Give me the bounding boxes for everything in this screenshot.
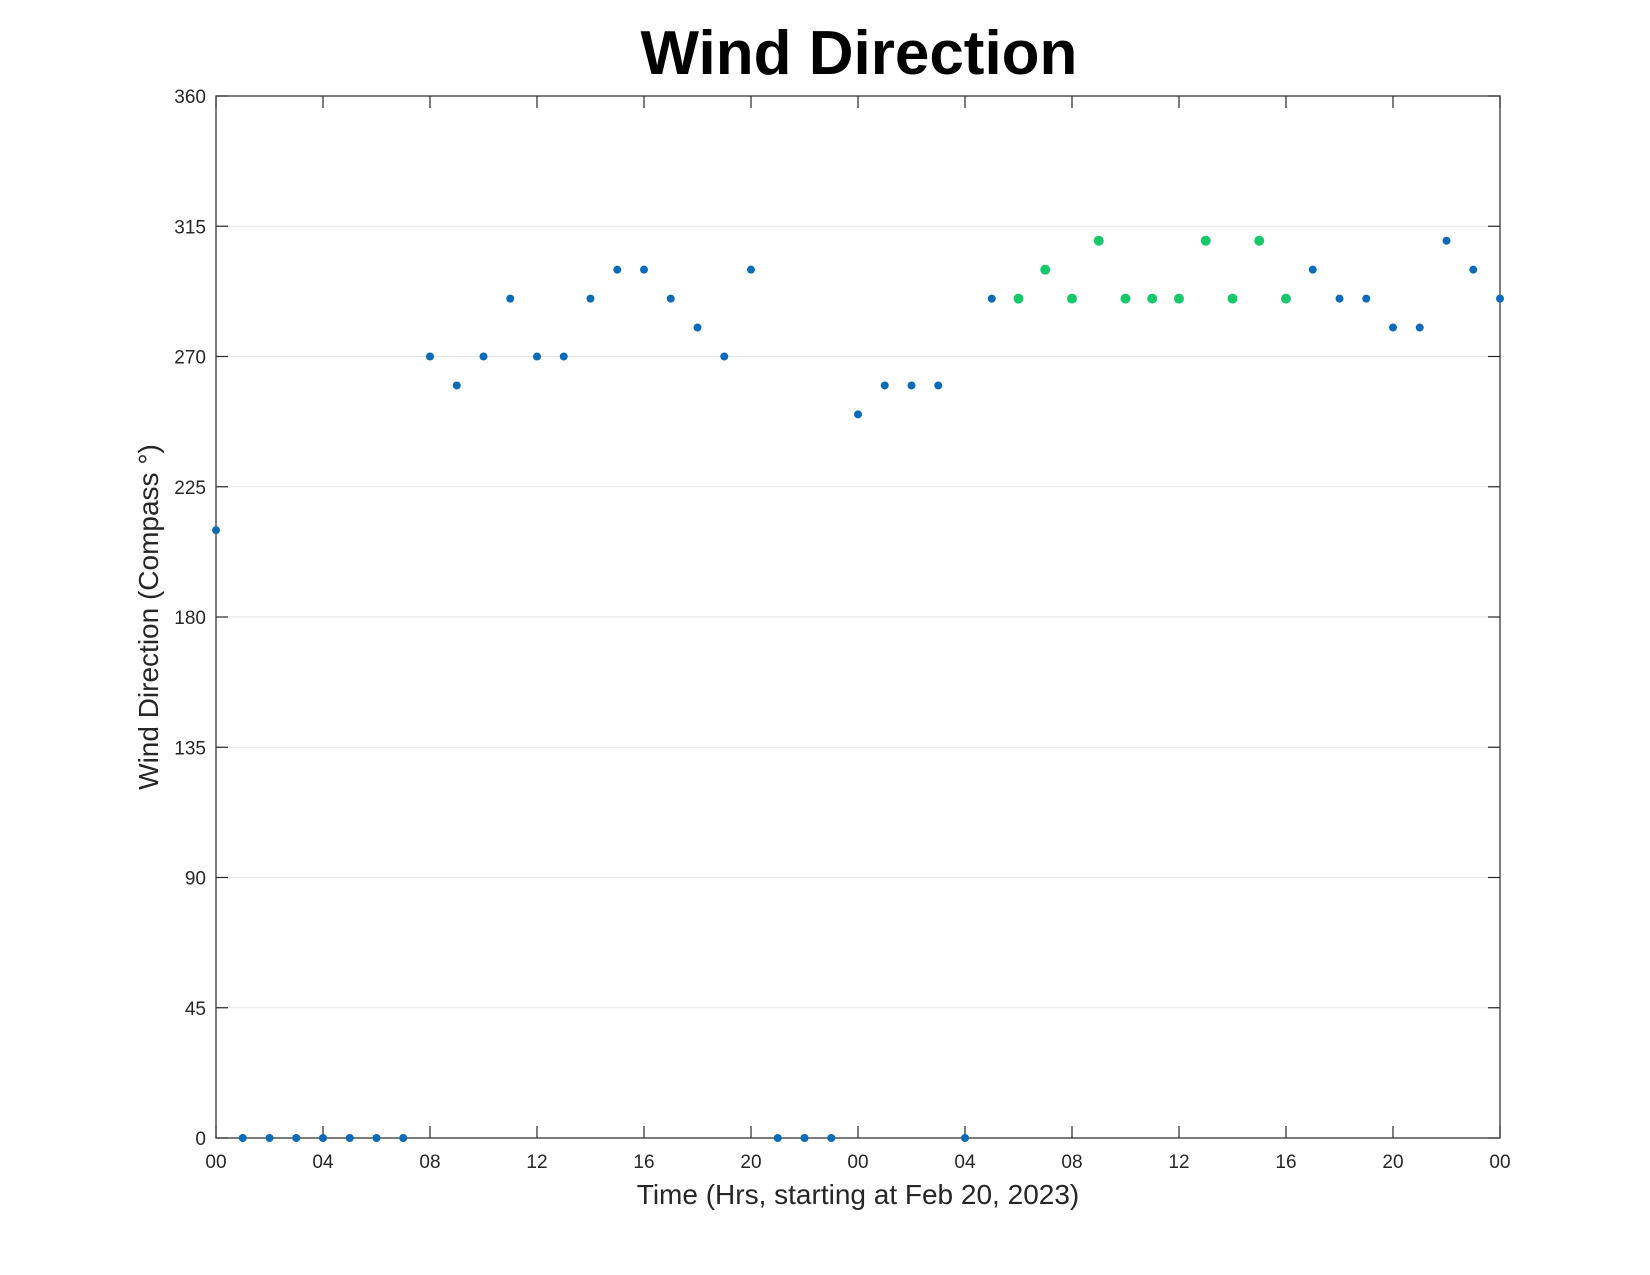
x-tick-label: 16	[1275, 1152, 1296, 1173]
data-point	[559, 352, 568, 361]
x-tick-label: 12	[526, 1152, 547, 1173]
data-point	[720, 352, 729, 361]
data-point	[533, 352, 541, 361]
data-point	[1200, 235, 1211, 246]
data-point	[506, 294, 515, 303]
x-tick-label: 00	[1489, 1152, 1510, 1173]
data-point	[1335, 294, 1344, 303]
data-point	[907, 381, 916, 390]
x-tick-label: 00	[847, 1152, 868, 1173]
data-point	[212, 526, 220, 535]
axis-ticks: 0 45 90 135 180 225 270 315 360 00 04 08 12 16 20 00 04 0…	[174, 87, 1510, 1173]
data-point	[961, 1134, 969, 1142]
data-point	[1174, 293, 1184, 304]
x-tick-label: 20	[740, 1152, 761, 1173]
data-point	[1469, 265, 1478, 274]
x-tick-label: 04	[954, 1152, 976, 1173]
x-tick-label: 12	[1168, 1152, 1189, 1173]
data-point	[1415, 323, 1424, 332]
x-tick-label: 20	[1382, 1152, 1403, 1173]
data-point	[827, 1134, 836, 1142]
data-point	[1389, 323, 1397, 332]
data-point	[399, 1134, 408, 1142]
y-tick-label: 90	[185, 869, 206, 890]
data-point	[319, 1134, 327, 1142]
data-point	[1040, 264, 1051, 275]
data-point	[1093, 235, 1104, 246]
data-point	[693, 323, 702, 332]
data-point	[586, 294, 595, 303]
data-point	[1254, 235, 1265, 246]
y-tick-label: 45	[185, 999, 206, 1020]
y-tick-label: 360	[174, 87, 206, 108]
data-point	[934, 381, 943, 390]
data-point	[292, 1134, 301, 1142]
data-point	[238, 1134, 247, 1142]
data-points	[212, 235, 1504, 1142]
data-point	[1496, 294, 1504, 303]
y-tick-label: 180	[174, 608, 206, 629]
data-point	[987, 294, 996, 303]
data-point	[800, 1134, 809, 1142]
x-tick-label: 00	[205, 1152, 226, 1173]
data-point	[345, 1134, 354, 1142]
y-tick-label: 270	[174, 348, 206, 369]
data-point	[426, 352, 434, 361]
data-point	[1362, 294, 1371, 303]
data-point	[854, 410, 862, 419]
data-point	[1308, 265, 1317, 274]
x-tick-label: 04	[312, 1152, 334, 1173]
y-tick-label: 0	[195, 1129, 206, 1150]
data-point	[1147, 293, 1158, 304]
y-axis-label: Wind Direction (Compass °)	[133, 444, 164, 790]
data-point	[1281, 293, 1291, 304]
data-point	[747, 265, 755, 274]
chart-title: Wind Direction	[641, 19, 1078, 88]
data-point	[613, 265, 622, 274]
y-tick-label: 315	[174, 217, 206, 238]
x-tick-label: 08	[1061, 1152, 1082, 1173]
y-tick-label: 225	[174, 478, 206, 499]
data-point	[452, 381, 461, 390]
x-axis-label: Time (Hrs, starting at Feb 20, 2023)	[637, 1179, 1079, 1210]
gridlines	[216, 225, 1500, 1009]
x-tick-label: 16	[633, 1152, 654, 1173]
x-tick-label: 08	[419, 1152, 440, 1173]
data-point	[666, 294, 675, 303]
data-point	[479, 352, 488, 361]
data-point	[880, 381, 889, 390]
data-point	[372, 1134, 381, 1142]
data-point	[640, 265, 648, 274]
y-tick-label: 135	[174, 738, 206, 759]
data-point	[1120, 293, 1131, 304]
data-point	[1227, 293, 1238, 304]
data-point	[1067, 293, 1077, 304]
data-point	[1013, 293, 1024, 304]
data-point	[1442, 236, 1451, 245]
data-point	[265, 1134, 274, 1142]
data-point	[773, 1134, 782, 1142]
